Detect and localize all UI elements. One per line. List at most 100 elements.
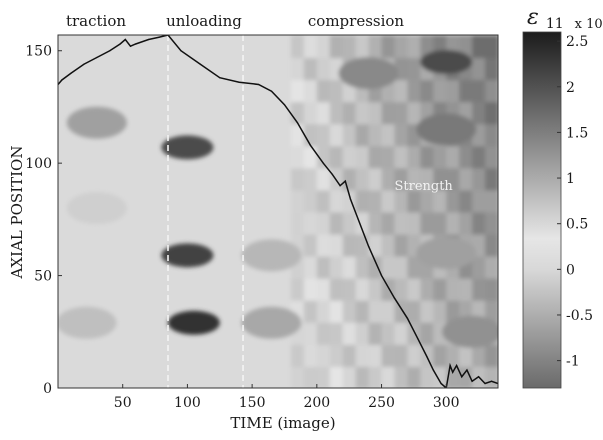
field-cell [368,255,383,279]
field-feature [241,239,302,272]
strength-point [70,72,72,74]
field-cell [394,35,409,59]
colorbar: 2.5 2 1.5 1 0.5 0 -0.5 -1 ε 11 x 10 -3 [522,5,603,389]
field-cell [342,101,357,125]
plot-overlay: Strength [58,35,498,388]
field-cell [459,167,474,191]
field-cell [420,189,435,213]
field-cell [459,189,474,213]
field-cell [329,233,344,257]
field-cell [381,343,396,367]
field-cell [394,123,409,147]
field-feature [442,315,498,348]
field-cell [459,211,474,235]
field-cell [485,233,498,257]
strength-point [199,63,201,65]
field-cell [485,167,498,191]
field-cell [485,365,498,388]
field-cell [407,167,422,191]
field-cell [485,57,498,81]
colorbar-tick-label: 1 [566,171,575,187]
x-tick-label: 300 [433,395,460,411]
field-cell [394,79,409,103]
field-cell [485,145,498,169]
field-cell [394,233,409,257]
y-axis: 0 50 100 150 [25,44,62,397]
field-cell [407,145,422,169]
field-cell [290,211,305,235]
field-cell [472,79,487,103]
field-cell [485,277,498,301]
field-cell [394,343,409,367]
field-cell [459,343,474,367]
field-cell [342,343,357,367]
field-cell [459,145,474,169]
phase-label-compression: compression [308,12,405,30]
field-cell [381,189,396,213]
strength-point [96,56,98,59]
field-cell [355,365,370,388]
field-cell [472,277,487,301]
strength-point [309,144,311,146]
field-cell [472,167,487,191]
field-cell [303,255,318,279]
field-cell [355,343,370,367]
field-cell [342,255,357,279]
field-cell [342,233,357,257]
strain-field [58,35,498,388]
field-cell [485,101,498,125]
field-cell [407,79,422,103]
field-cell [368,343,383,367]
field-cell [433,167,448,191]
strength-point [339,185,341,187]
strength-point [477,376,480,378]
field-cell [368,101,383,125]
field-cell [472,189,487,213]
field-cell [355,277,370,301]
strength-point [432,369,434,371]
y-axis-label: AXIAL POSITION [8,146,26,280]
field-cell [472,343,487,367]
strength-point [449,364,451,367]
field-cell [316,321,331,345]
strength-point [452,371,454,373]
field-cell [316,211,331,235]
field-cell [303,145,318,169]
field-cell [355,145,370,169]
field-cell [355,299,370,323]
field-cell [316,145,331,169]
field-cell [316,299,331,323]
x-axis-label: TIME (image) [230,414,335,432]
field-cell [303,123,318,147]
phase-label-unloading: unloading [166,12,242,30]
field-cell [316,233,331,257]
field-cell [303,211,318,235]
strength-point [426,355,428,358]
field-cell [420,299,435,323]
field-cell [420,145,435,169]
colorbar-symbol: ε [527,5,539,30]
field-feature [167,310,220,335]
y-tick-label: 0 [43,381,52,397]
field-cell [381,321,396,345]
field-cell [407,35,422,59]
field-feature [161,243,214,268]
field-cell [420,321,435,345]
colorbar-tick-label: -1 [566,354,580,370]
strength-point [238,81,240,83]
field-cell [342,299,357,323]
field-cell [368,321,383,345]
field-cell [459,365,474,388]
strength-point [257,83,260,86]
field-cell [329,35,344,59]
strength-point [147,38,150,41]
field-cell [342,211,357,235]
field-cell [329,321,344,345]
field-cell [290,35,305,59]
strength-point [344,180,346,182]
field-cell [368,299,383,323]
field-cell [446,145,461,169]
strength-point [158,36,160,38]
field-cell [303,321,318,345]
